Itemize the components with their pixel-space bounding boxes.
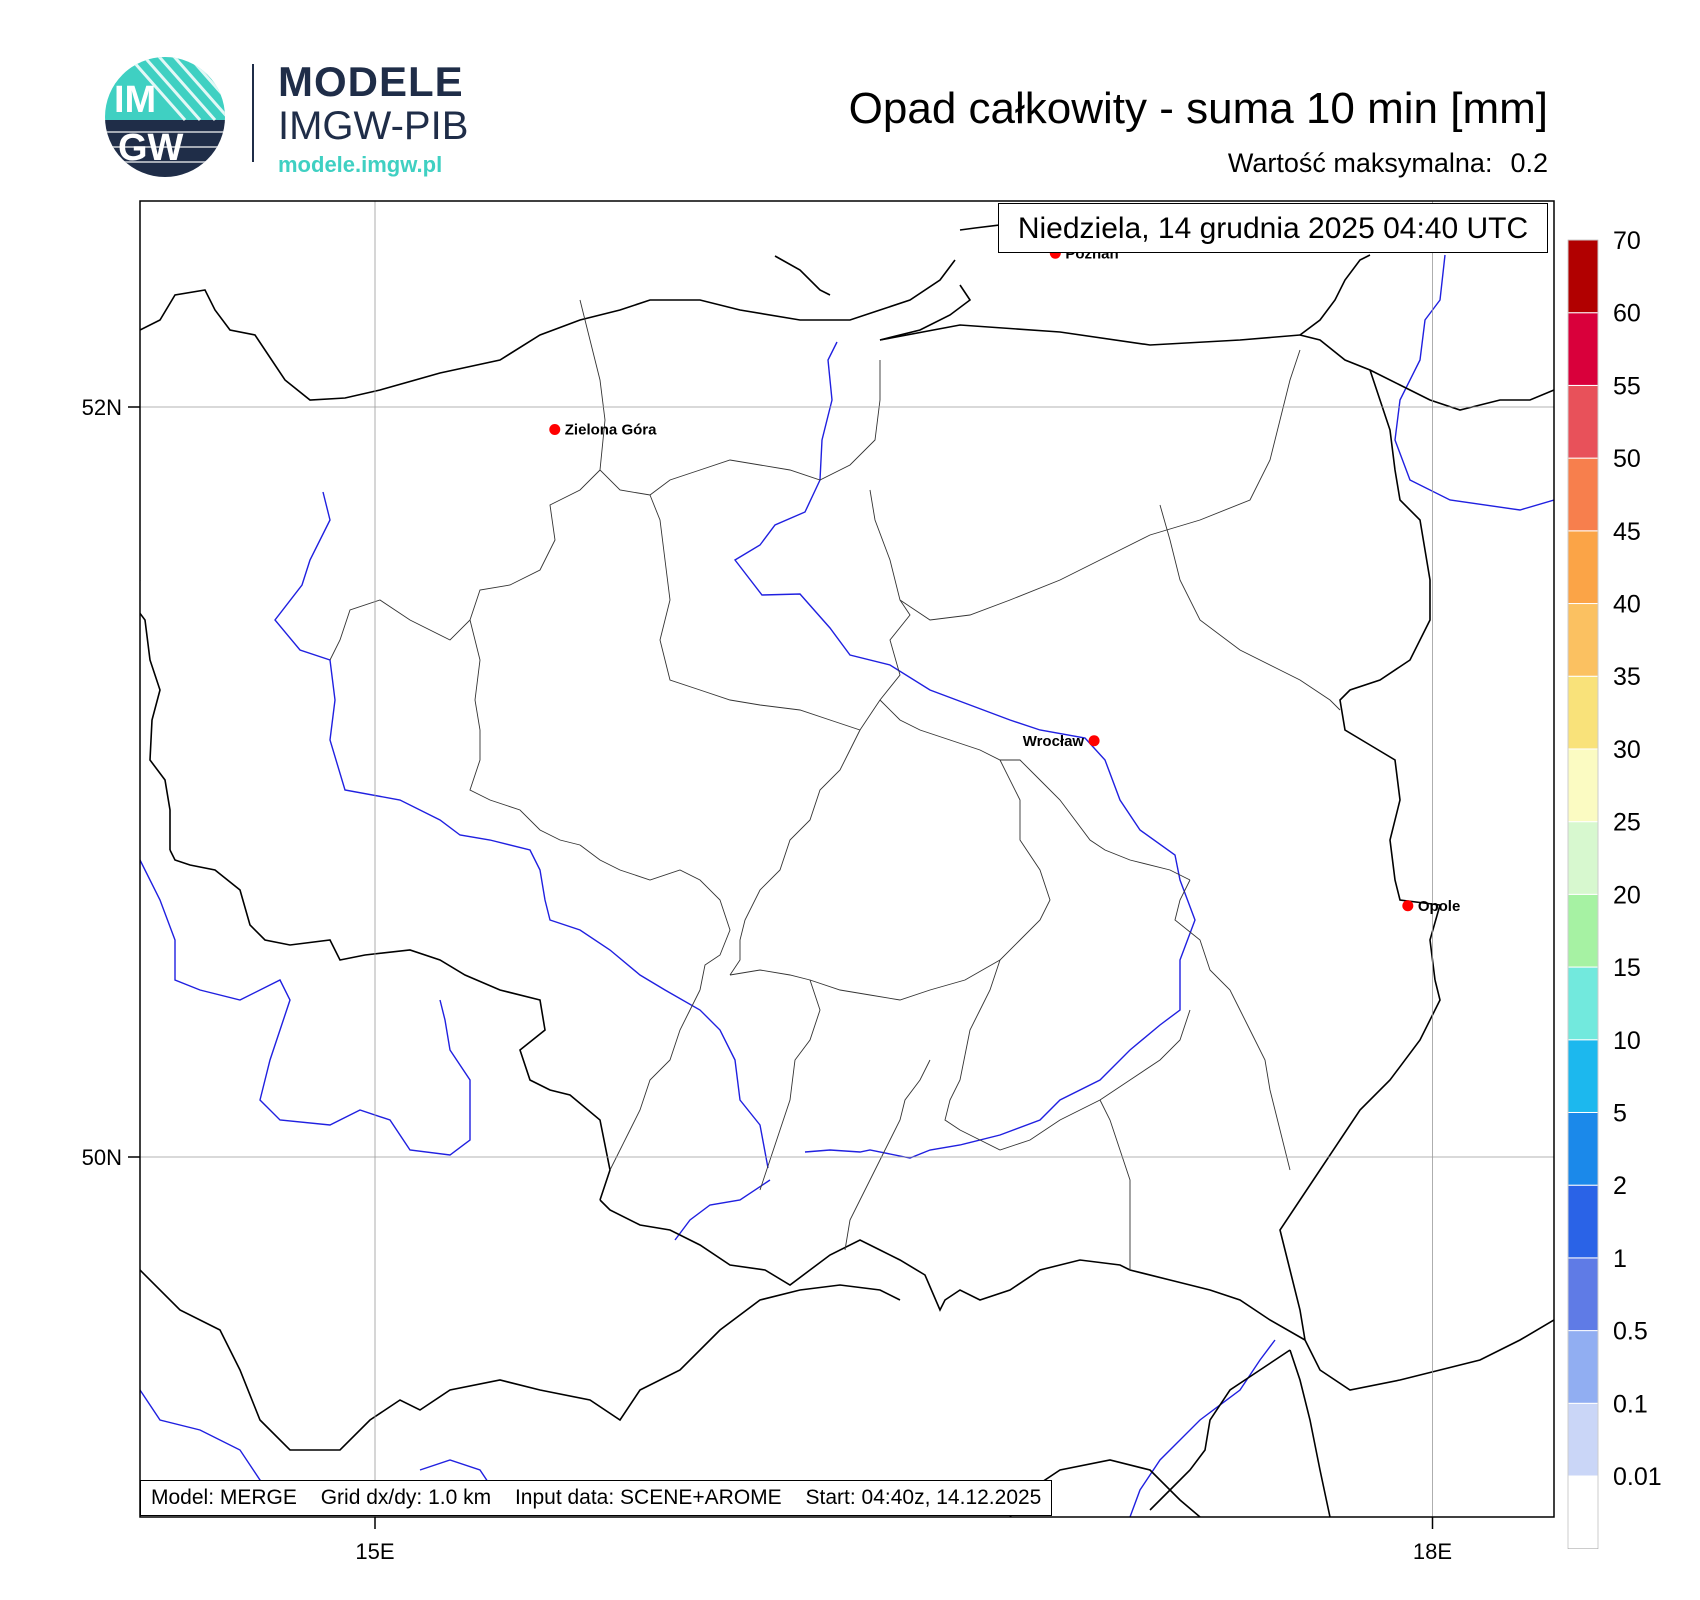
legend-swatch-0.01 [1567,1402,1599,1477]
map-frame [139,200,1555,1518]
legend-label-0.1: 0.1 [1613,1390,1648,1418]
lon-tick-label-15E: 15E [355,1539,394,1564]
legend-swatch-10 [1567,966,1599,1041]
logo-divider [252,64,254,162]
city-label-wrocław: Wrocław [1023,733,1085,750]
model-info-bar: Model: MERGE Grid dx/dy: 1.0 km Input da… [140,1480,1053,1516]
legend-swatch-35 [1567,603,1599,677]
legend-swatch-15 [1567,893,1599,968]
imgw-logo: IM GW MODELE IMGW-PIB modele.imgw.pl [100,52,480,182]
max-value-label: Wartość maksymalna: [1227,148,1493,178]
legend-label-60: 60 [1613,300,1641,328]
max-value-line: Wartość maksymalna: 0.2 [1228,148,1548,179]
legend-frame [1567,239,1599,1549]
legend-swatch-45 [1567,457,1599,532]
logo-name: MODELE [278,58,464,105]
max-value: 0.2 [1510,148,1548,178]
legend-label-50: 50 [1613,445,1641,473]
logo-url: modele.imgw.pl [278,152,443,177]
legend-label-5: 5 [1613,1099,1627,1127]
lon-tick-label-18E: 18E [1413,1539,1452,1564]
vistula-lagoon [879,284,972,341]
legend-swatch-55 [1567,312,1599,386]
legend-label-45: 45 [1613,518,1641,546]
valid-time-box: Niedziela, 14 grudnia 2025 04:40 UTC [998,203,1548,253]
lat-tick-label-52N: 52N [82,395,122,420]
legend-label-2: 2 [1613,1172,1627,1200]
border-slovakia [599,1199,1306,1341]
legend-label-20: 20 [1613,881,1641,909]
axes-layer: 15E18E21E24E54N52N50N [82,395,1452,1564]
legend-swatch-25 [1567,748,1599,823]
map-title: Opad całkowity - suma 10 min [mm] [848,84,1548,133]
border-latvia [1369,369,1554,411]
legend-swatch-0.5 [1567,1257,1599,1332]
legend-swatch-50 [1567,384,1599,459]
logo-org: IMGW-PIB [278,104,469,148]
city-label-opole: Opole [1418,898,1461,915]
cities-layer: GdańskKoszalinSuwałkiOlsztynSzczecinBiał… [454,20,1695,915]
legend-label-10: 10 [1613,1027,1641,1055]
legend-swatch-2 [1567,1111,1599,1186]
border-hungary [140,1269,901,1451]
legend-label-0.5: 0.5 [1613,1318,1648,1346]
city-label-zielona-góra: Zielona Góra [565,422,657,439]
border-lithuania [1299,334,1442,981]
coastline [140,259,956,401]
city-marker-zielona-góra [549,424,561,435]
legend-label-0.01: 0.01 [1613,1463,1662,1491]
legend-swatch-5 [1567,1039,1599,1113]
legend-label-35: 35 [1613,663,1641,691]
legend-label-40: 40 [1613,591,1641,619]
legend-label-30: 30 [1613,736,1641,764]
city-label-gorzów-wielkopolski: Gorzów Wielkopolski [470,125,621,142]
legend-swatch-1 [1567,1184,1599,1259]
border-ukraine-east [1304,1319,1554,1391]
city-marker-toruń [1639,23,1650,34]
city-marker-opole [1402,900,1414,912]
input-data: Input data: SCENE+AROME [514,1486,782,1509]
lat-tick-label-50N: 50N [82,1145,122,1170]
river-dniester [1129,1339,1276,1517]
border-belarus-north [1299,254,1371,336]
legend-swatch-60 [1567,239,1599,314]
logo-circle-text-bottom: GW [118,127,184,169]
border-moldova [1289,1349,1331,1517]
legend-swatch-20 [1567,821,1599,895]
city-marker-wrocław [1088,735,1100,747]
border-slovakia-south [1149,1349,1291,1511]
model-name: Model: MERGE [151,1486,297,1509]
voivodeships-layer [329,299,1341,1270]
legend-label-15: 15 [1613,954,1641,982]
legend-label-25: 25 [1613,809,1641,837]
city-marker-gorzów-wielkopolski [454,128,465,139]
run-start: Start: 04:40z, 14.12.2025 [805,1486,1042,1509]
logo-circle-text-top: IM [114,79,156,121]
hel-peninsula [774,255,831,296]
grid-resolution: Grid dx/dy: 1.0 km [320,1486,492,1509]
legend-swatch-30 [1567,675,1599,750]
borders-layer [140,224,1554,1517]
border-czech [169,849,611,1201]
city-label-toruń: Toruń [1654,20,1695,37]
legend-label-55: 55 [1613,372,1641,400]
river-vistula [733,341,1196,1159]
river-morava [674,1179,771,1241]
imgw-logo-circle-icon: IM GW [105,57,225,177]
border-germany [140,580,171,850]
legend-label-1: 1 [1613,1245,1627,1273]
legend-swatch-40 [1567,530,1599,605]
river-elbe [140,859,471,1156]
river-odra [274,491,769,1169]
graticule [140,201,1554,1517]
legend-label-70: 70 [1613,227,1641,255]
legend-swatch-0.1 [1567,1330,1599,1404]
border-ukraine [1279,979,1441,1341]
border-russia [879,324,1301,346]
river-bug [1394,254,1554,511]
